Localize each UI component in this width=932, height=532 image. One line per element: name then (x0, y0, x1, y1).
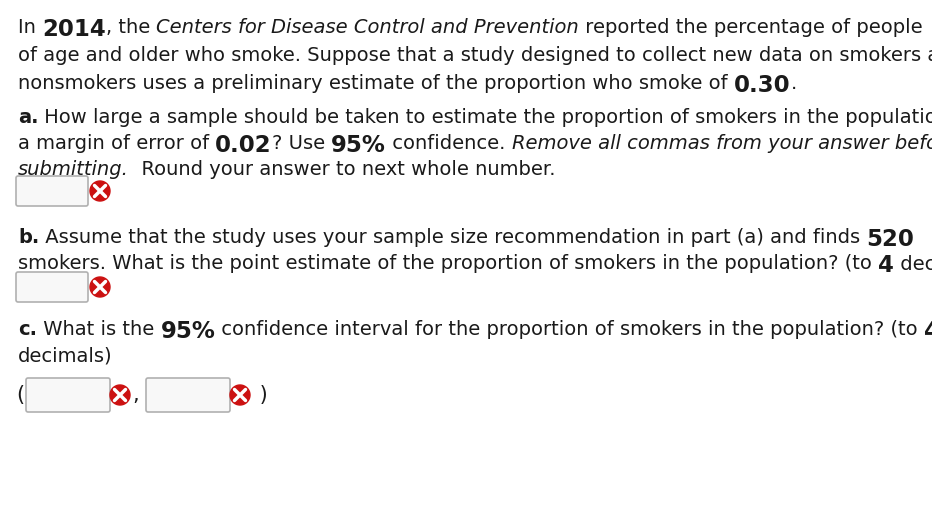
FancyBboxPatch shape (16, 272, 88, 302)
Text: 95%: 95% (332, 134, 386, 157)
Text: Assume that the study uses your sample size recommendation in part (a) and finds: Assume that the study uses your sample s… (39, 228, 867, 247)
Text: smokers. What is the point estimate of the proportion of smokers in the populati: smokers. What is the point estimate of t… (18, 254, 878, 273)
Text: Remove all commas from your answer before: Remove all commas from your answer befor… (512, 134, 932, 153)
Text: ? Use: ? Use (272, 134, 332, 153)
FancyBboxPatch shape (16, 176, 88, 206)
Text: b.: b. (18, 228, 39, 247)
Text: 520: 520 (867, 228, 914, 251)
Text: .: . (790, 74, 797, 93)
Text: How large a sample should be taken to estimate the proportion of smokers in the : How large a sample should be taken to es… (38, 108, 932, 127)
Text: ,: , (132, 385, 139, 405)
Circle shape (90, 277, 110, 297)
Text: ): ) (253, 385, 267, 405)
Text: confidence.: confidence. (386, 134, 512, 153)
Text: Round your answer to next whole number.: Round your answer to next whole number. (129, 160, 555, 179)
Text: 2014: 2014 (42, 18, 106, 41)
Text: of age and older who smoke. Suppose that a study designed to collect new data on: of age and older who smoke. Suppose that… (18, 46, 932, 65)
Text: decimals): decimals) (18, 346, 113, 365)
Text: confidence interval for the proportion of smokers in the population? (to: confidence interval for the proportion o… (215, 320, 925, 339)
Text: What is the: What is the (37, 320, 160, 339)
Text: 0.30: 0.30 (733, 74, 790, 97)
Text: c.: c. (18, 320, 37, 339)
Text: In: In (18, 18, 42, 37)
Text: 0.02: 0.02 (215, 134, 272, 157)
Text: , the: , the (106, 18, 157, 37)
Text: a.: a. (18, 108, 38, 127)
Circle shape (90, 181, 110, 201)
FancyBboxPatch shape (26, 378, 110, 412)
Circle shape (110, 385, 130, 405)
Text: Centers for Disease Control and Prevention: Centers for Disease Control and Preventi… (157, 18, 579, 37)
Text: nonsmokers uses a preliminary estimate of the proportion who smoke of: nonsmokers uses a preliminary estimate o… (18, 74, 733, 93)
Text: reported the percentage of people: reported the percentage of people (579, 18, 929, 37)
Circle shape (230, 385, 250, 405)
Text: (: ( (16, 385, 24, 405)
FancyBboxPatch shape (146, 378, 230, 412)
Text: 4: 4 (878, 254, 894, 277)
Text: submitting.: submitting. (18, 160, 129, 179)
Text: 18: 18 (929, 18, 932, 41)
Text: decimals): decimals) (894, 254, 932, 273)
Text: 4: 4 (925, 320, 932, 343)
Text: 95%: 95% (160, 320, 215, 343)
Text: a margin of error of: a margin of error of (18, 134, 215, 153)
